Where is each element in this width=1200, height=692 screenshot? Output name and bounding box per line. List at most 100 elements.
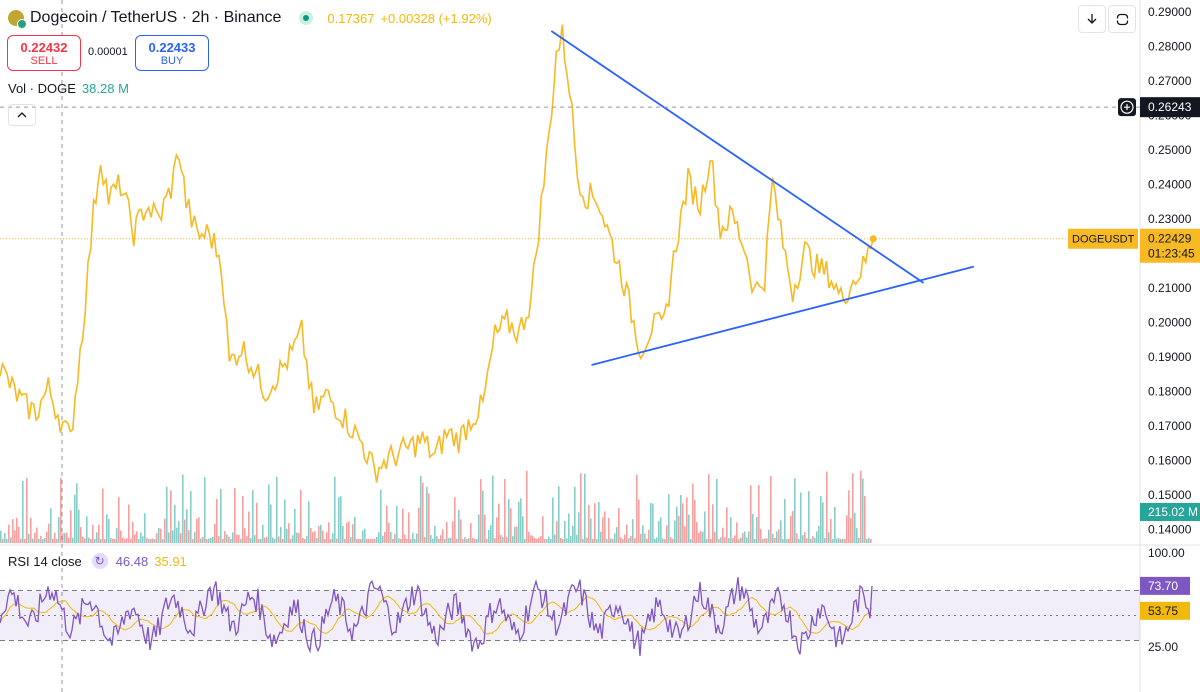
volume-bar xyxy=(66,532,68,543)
volume-bar xyxy=(292,535,294,543)
volume-bar xyxy=(830,518,832,543)
volume-bar xyxy=(220,488,222,543)
volume-bar xyxy=(512,536,514,543)
price-axis-tick-label: 0.14000 xyxy=(1148,522,1192,536)
volume-bar xyxy=(62,533,64,543)
volume-bar xyxy=(248,511,250,543)
volume-bar xyxy=(484,514,486,543)
volume-bar xyxy=(496,517,498,543)
volume-bar xyxy=(196,518,198,543)
volume-bar xyxy=(656,537,658,543)
volume-bar xyxy=(342,526,344,543)
volume-bar xyxy=(84,538,86,543)
volume-bar xyxy=(378,532,380,543)
volume-bar xyxy=(314,531,316,543)
volume-bar xyxy=(752,513,754,543)
sell-button[interactable]: 0.22432 SELL xyxy=(7,35,81,71)
volume-bar xyxy=(818,525,820,543)
volume-bar xyxy=(720,537,722,543)
volume-bar xyxy=(124,538,126,543)
volume-bar xyxy=(860,470,862,543)
volume-bar xyxy=(58,516,60,543)
volume-bar xyxy=(360,538,362,543)
rsi-axis-tick-label: 100.00 xyxy=(1148,546,1185,560)
download-button[interactable] xyxy=(1078,5,1106,33)
volume-bar xyxy=(156,533,158,543)
volume-bar xyxy=(98,524,100,543)
volume-bar xyxy=(240,538,242,543)
rsi-line xyxy=(0,577,873,657)
volume-bar xyxy=(420,475,422,543)
volume-bar xyxy=(744,531,746,543)
rsi-legend[interactable]: RSI 14 close ↻ 46.48 35.91 xyxy=(8,553,187,569)
volume-bar xyxy=(386,505,388,543)
symbol-title[interactable]: Dogecoin / TetherUS · 2h · Binance xyxy=(30,9,282,26)
volume-bar xyxy=(606,538,608,543)
volume-bar xyxy=(668,494,670,543)
volume-bar xyxy=(846,515,848,543)
volume-legend[interactable]: Vol · DOGE 38.28 M xyxy=(8,81,129,96)
volume-bar xyxy=(116,528,118,543)
volume-bar xyxy=(662,538,664,543)
volume-bar xyxy=(748,531,750,543)
volume-bar xyxy=(44,538,46,543)
volume-bar xyxy=(464,537,466,543)
volume-bar xyxy=(454,497,456,543)
volume-bar xyxy=(318,526,320,543)
volume-bar xyxy=(776,531,778,543)
volume-bar xyxy=(112,538,114,543)
volume-bar xyxy=(76,483,78,543)
volume-bar xyxy=(438,538,440,543)
volume-bar xyxy=(628,538,630,543)
volume-bar xyxy=(194,531,196,543)
volume-bar xyxy=(810,538,812,543)
volume-bar xyxy=(86,516,88,543)
fullscreen-button[interactable] xyxy=(1108,5,1136,33)
volume-bar xyxy=(332,533,334,543)
volume-bar xyxy=(470,523,472,543)
volume-bar xyxy=(500,534,502,543)
volume-bar xyxy=(202,536,204,543)
price-axis-tick-label: 0.20000 xyxy=(1148,316,1192,330)
volume-bar xyxy=(598,502,600,543)
volume-bar xyxy=(588,505,590,543)
volume-bar xyxy=(632,519,634,543)
volume-bar xyxy=(684,526,686,543)
buy-button[interactable]: 0.22433 BUY xyxy=(135,35,209,71)
volume-bar xyxy=(316,537,318,543)
volume-bar xyxy=(434,525,436,543)
volume-bar xyxy=(514,526,516,543)
volume-bar xyxy=(562,538,564,543)
rsi-value-box xyxy=(1140,576,1190,595)
collapse-legend-button[interactable] xyxy=(8,104,36,126)
volume-bar xyxy=(198,517,200,543)
volume-bar xyxy=(862,478,864,543)
volume-bar xyxy=(216,498,218,543)
volume-bar xyxy=(90,539,92,543)
volume-bar xyxy=(82,536,84,543)
volume-bar xyxy=(806,538,808,543)
volume-bar xyxy=(174,504,176,543)
volume-bar xyxy=(214,523,216,543)
volume-bar xyxy=(506,536,508,543)
volume-bar xyxy=(804,532,806,543)
volume-bar xyxy=(592,538,594,543)
volume-bar xyxy=(242,495,244,543)
volume-bar xyxy=(130,538,132,543)
volume-bar xyxy=(212,537,214,543)
volume-bar xyxy=(488,529,490,543)
volume-bar xyxy=(254,535,256,543)
volume-bar xyxy=(24,538,26,543)
volume-bar xyxy=(236,534,238,543)
last-price: 0.17367 xyxy=(327,10,375,26)
volume-bar xyxy=(462,538,464,543)
volume-bar xyxy=(148,538,150,543)
volume-bar xyxy=(658,520,660,543)
volume-bar xyxy=(706,538,708,543)
volume-bar xyxy=(630,535,632,543)
volume-bar xyxy=(344,538,346,543)
spread-value: 0.00001 xyxy=(88,46,128,58)
volume-bar xyxy=(228,536,230,543)
volume-bar xyxy=(864,496,866,543)
